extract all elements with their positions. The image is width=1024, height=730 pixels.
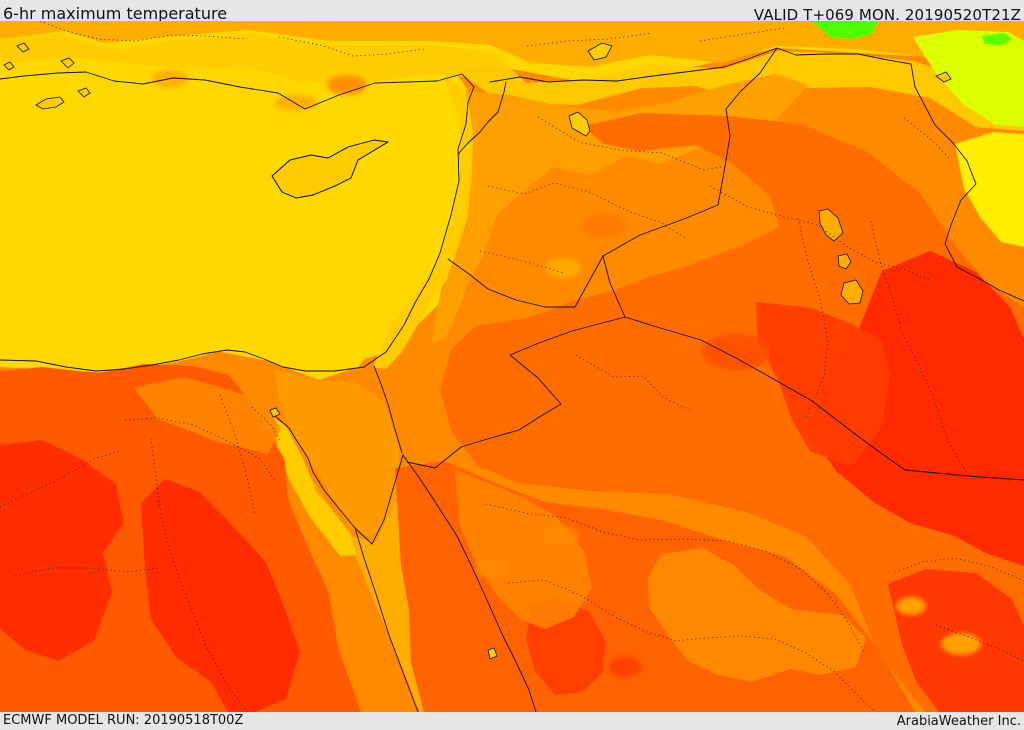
map-header: 6-hr maximum temperature VALID T+069 MON… (0, 0, 1024, 21)
lake-iraq-1 (818, 208, 844, 242)
iraq-red-spine (756, 302, 890, 467)
sinai-east-coast (371, 454, 404, 545)
iraq-iran-border (910, 63, 1024, 302)
northern-coastline (0, 71, 475, 110)
crete-fragment (35, 96, 65, 110)
northern-yellow-band (0, 34, 1024, 131)
aqaba-coast (402, 454, 433, 498)
warm-field-texture (152, 70, 981, 677)
jordan-saudi-border (406, 354, 562, 469)
cyprus-outline (271, 139, 389, 199)
map-canvas (0, 21, 1024, 712)
levant-coastline (0, 101, 469, 372)
egypt-orange-north (134, 377, 281, 454)
gulf-suez (275, 418, 357, 556)
syria-jordan-border (447, 255, 604, 308)
egypt-red-patch-nile (141, 479, 300, 712)
lime-east-strip (955, 132, 1024, 247)
internal-boundaries (0, 21, 1024, 712)
lime-northeast (913, 30, 1024, 127)
sinai-orange (275, 369, 399, 541)
red-sea-east-coast (431, 496, 537, 712)
arabia-soft-orange (455, 470, 592, 629)
lake-near-lebanon (568, 111, 591, 137)
small-islands (3, 42, 952, 660)
lake-iraq-3 (840, 279, 864, 305)
temperature-map (0, 21, 1024, 712)
jordan-iraq-border (509, 255, 626, 356)
syria-iraq-orange-red (440, 113, 1024, 712)
model-run-label: ECMWF MODEL RUN: 20190518T00Z (3, 713, 244, 728)
green-spot-east (982, 33, 1012, 45)
map-footer: ECMWF MODEL RUN: 20190518T00Z ArabiaWeat… (0, 712, 1024, 729)
credit-label: ArabiaWeather Inc. (896, 714, 1021, 729)
valid-time-label: VALID T+069 MON. 20190520T21Z (753, 6, 1021, 21)
green-northeast (812, 21, 878, 39)
northern-warm-band (0, 21, 1024, 73)
saudi-iraq-border (624, 316, 1024, 481)
turkey-syria-border (489, 47, 912, 83)
lake-iraq-2 (837, 253, 852, 270)
egypt-red-patch-west (0, 440, 124, 661)
syria-iraq-border (602, 47, 778, 257)
map-borders (0, 47, 1024, 712)
israel-egypt-border (373, 365, 403, 454)
map-title: 6-hr maximum temperature (3, 4, 228, 21)
sinai-west-coast (274, 415, 373, 545)
lebanon-syria-border (457, 81, 507, 155)
red-sea-west-coast (354, 527, 419, 712)
